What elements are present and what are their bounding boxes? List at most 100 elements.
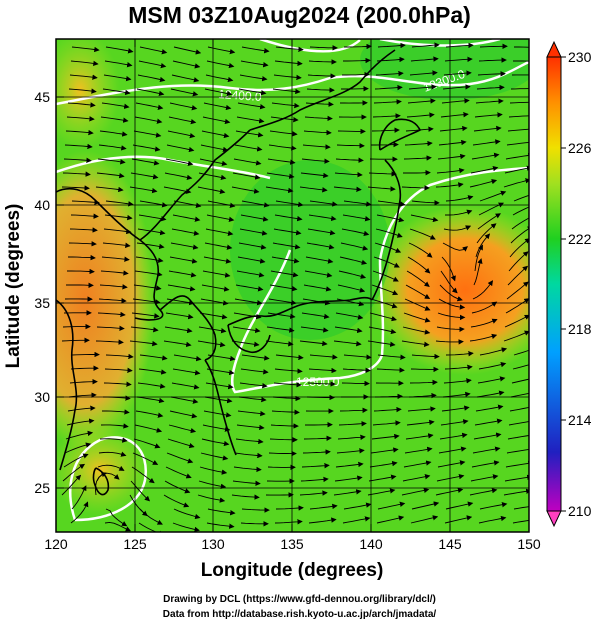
streamline [206,60,235,69]
streamline [68,254,96,261]
streamline [343,57,371,64]
streamline [171,228,200,236]
streamline [202,424,231,432]
streamline [129,340,158,347]
streamline [376,214,405,223]
streamline [67,268,95,275]
streamline [443,225,472,231]
colorbar: 230 226 222 218 214 210 [546,40,592,528]
streamline [168,270,197,278]
streamline [479,347,508,356]
streamline [70,213,99,219]
streamline [166,144,195,153]
streamline [341,380,370,387]
streamline [473,125,502,132]
streamline [401,340,430,347]
colorbar-tick-label: 226 [568,140,592,156]
streamline [68,88,97,94]
x-axis [55,39,530,532]
streamline [408,84,437,90]
streamline [131,466,155,484]
streamline [506,446,529,454]
streamline [509,101,529,104]
streamline [71,199,100,205]
streamline [477,71,506,77]
streamline [241,354,270,361]
streamline [371,127,400,133]
streamline [168,116,197,125]
streamline [203,256,232,264]
streamline [376,367,405,373]
streamline [273,228,302,236]
streamline [135,102,164,110]
streamline [444,364,473,370]
streamline [201,130,230,139]
streamline [64,442,92,454]
streamline [267,312,296,319]
streamline [299,490,328,496]
streamline [478,361,507,370]
streamline [479,502,508,510]
streamline [440,419,469,426]
streamline [100,270,129,276]
streamline [410,214,439,223]
streamline [96,325,125,331]
streamline [138,214,167,222]
grid-lines [56,39,529,532]
streamline [512,364,529,370]
streamline [232,326,261,334]
streamline [197,494,226,503]
streamline [367,340,396,347]
streamline [373,406,402,413]
streamline [508,115,529,118]
streamline [268,144,297,151]
streamline [236,424,265,431]
streamline [167,284,196,292]
streamline [470,165,499,174]
streamline [435,182,464,188]
streamline [443,378,472,384]
streamline [443,70,472,76]
x-tick-label: 140 [359,536,383,552]
streamline [441,98,470,104]
streamline [438,139,467,146]
streamline [410,515,439,524]
colorbar-tick-label: 230 [568,49,592,65]
streamline [265,186,294,194]
streamline [136,396,165,404]
streamline [442,242,468,252]
streamline [97,158,126,165]
streamline [303,435,332,441]
streamline [132,144,161,152]
streamline [133,130,162,138]
streamline [171,74,200,83]
streamline [63,157,92,163]
streamline [103,74,132,82]
streamline [164,480,191,494]
streamline [204,396,233,404]
streamline [411,42,440,48]
streamline [435,487,464,496]
streamline [437,460,466,468]
streamline [445,195,474,202]
streamline [134,270,163,277]
streamline [308,367,337,374]
streamline [373,256,400,268]
streamline [510,392,529,398]
streamline [205,382,234,390]
streamline [401,185,430,191]
streamline [70,60,99,67]
streamline [235,284,264,292]
y-axis [56,96,64,489]
streamline [411,501,440,510]
streamline [405,284,431,299]
streamline [507,128,529,132]
streamline [163,340,192,348]
streamline [104,367,133,373]
streamline [478,57,507,63]
streamline [377,354,406,360]
streamline [300,476,329,483]
streamline [62,463,86,482]
streamline [403,155,432,161]
streamline [477,213,501,230]
